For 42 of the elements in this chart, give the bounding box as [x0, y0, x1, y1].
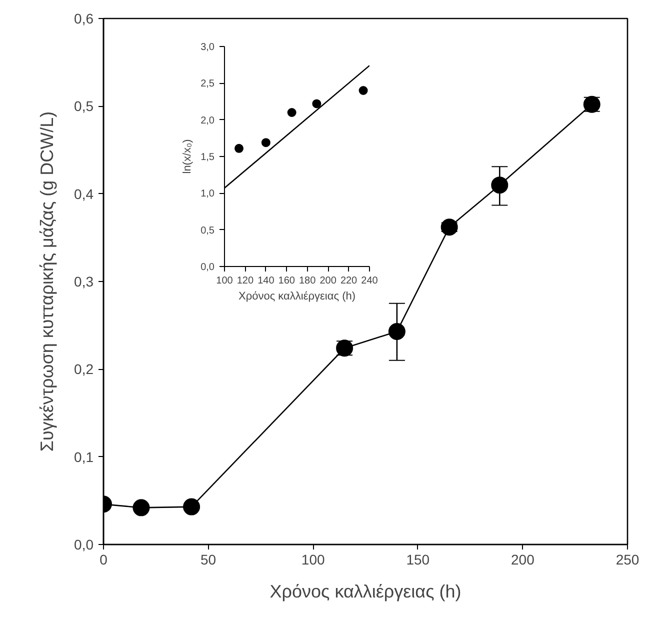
y-tick-label: 1,0: [200, 188, 215, 200]
x-tick-label: 0: [100, 552, 108, 568]
y-tick-label: 0,2: [74, 361, 94, 378]
point: [287, 108, 296, 117]
point: [261, 138, 270, 148]
x-tick-label: 240: [361, 276, 378, 286]
x-tick-label: 100: [301, 552, 325, 568]
x-tick-label: 160: [278, 276, 296, 286]
y-axis-title: ln(x/x₀): [182, 139, 194, 174]
y-tick-label: 0,0: [200, 262, 215, 273]
x-tick-label: 150: [406, 552, 430, 568]
point: [183, 498, 200, 516]
x-tick-label: 140: [258, 276, 275, 286]
point: [132, 499, 150, 516]
y-tick-label: 2,0: [200, 115, 215, 126]
y-tick-label: 0,5: [200, 225, 215, 236]
point: [312, 99, 322, 108]
y-tick-label: 2,5: [200, 78, 215, 90]
point: [440, 218, 458, 236]
x-tick-label: 100: [216, 276, 234, 286]
y-tick-label: 0,6: [74, 10, 94, 26]
x-tick-label: 250: [616, 552, 640, 568]
y-tick-label: 0,5: [74, 98, 94, 114]
y-axis-title: Συγκέντρωση κυτταρικής μάζας (g DCW/L): [37, 111, 58, 452]
x-tick-label: 120: [236, 276, 254, 286]
x-tick-label: 220: [340, 276, 358, 286]
y-tick-label: 3,0: [200, 42, 215, 53]
x-tick-label: 50: [200, 552, 216, 568]
x-tick-label: 200: [320, 276, 337, 286]
point: [234, 144, 244, 153]
y-tick-label: 0,4: [74, 186, 94, 202]
y-tick-label: 1,5: [200, 152, 215, 163]
y-tick-label: 0,1: [74, 448, 94, 465]
point: [491, 176, 508, 194]
x-axis-title: Χρόνος καλλιέργειας (h): [238, 290, 356, 302]
point: [388, 322, 406, 340]
x-tick-label: 200: [511, 552, 535, 568]
x-tick-label: 180: [299, 276, 316, 286]
x-axis-title: Χρόνος καλλιέργειας (h): [270, 582, 462, 602]
y-tick-label: 0,3: [74, 274, 94, 290]
point: [358, 86, 368, 95]
y-tick-label: 0,0: [74, 536, 94, 552]
